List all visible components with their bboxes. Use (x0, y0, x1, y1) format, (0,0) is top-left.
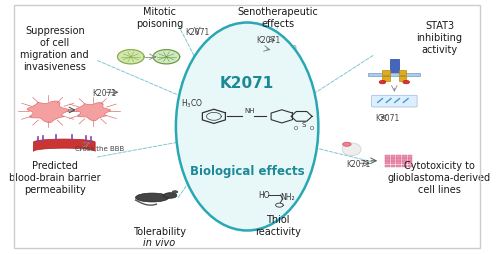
Polygon shape (76, 103, 110, 121)
Bar (390, 159, 396, 161)
Bar (390, 162, 396, 164)
Text: K2071: K2071 (375, 114, 400, 123)
Polygon shape (27, 102, 69, 123)
Bar (408, 159, 412, 161)
Text: K2071: K2071 (220, 75, 274, 90)
Bar (399, 77, 406, 82)
Bar (402, 159, 406, 161)
Text: Suppression
of cell
migration and
invasiveness: Suppression of cell migration and invasi… (20, 26, 89, 72)
PathPatch shape (34, 139, 95, 152)
Text: Cytotoxicity to
glioblastoma-derived
cell lines: Cytotoxicity to glioblastoma-derived cel… (388, 160, 491, 194)
Bar (402, 162, 406, 164)
Bar (382, 71, 390, 75)
Bar (396, 156, 401, 158)
Text: O: O (310, 125, 314, 130)
Text: S: S (302, 121, 306, 128)
Ellipse shape (164, 193, 177, 198)
Ellipse shape (342, 143, 351, 147)
Polygon shape (118, 51, 144, 65)
Bar (402, 156, 406, 158)
Bar (396, 165, 401, 167)
Bar (396, 162, 401, 164)
Bar (399, 71, 406, 75)
Polygon shape (228, 40, 256, 53)
Text: Cross the BBB: Cross the BBB (76, 146, 124, 151)
Bar (396, 159, 401, 161)
Bar (390, 60, 399, 73)
Text: K2071: K2071 (346, 159, 371, 168)
Bar (390, 156, 396, 158)
Text: K2071: K2071 (185, 28, 210, 37)
Circle shape (403, 81, 409, 85)
Text: NH: NH (244, 107, 254, 113)
Text: K2071: K2071 (256, 35, 280, 44)
Text: HO: HO (258, 191, 270, 200)
Circle shape (379, 81, 386, 85)
Bar (368, 73, 420, 76)
Text: H$_3$CO: H$_3$CO (182, 97, 204, 109)
Text: K2071: K2071 (92, 88, 117, 97)
Text: Senotherapeutic
effects: Senotherapeutic effects (238, 7, 318, 29)
Bar (382, 77, 390, 82)
Polygon shape (153, 51, 180, 65)
FancyBboxPatch shape (272, 46, 296, 59)
Text: NH₂: NH₂ (280, 192, 295, 201)
Text: Thiol
reactivity: Thiol reactivity (255, 214, 301, 236)
Text: O: O (294, 125, 298, 130)
Bar (408, 162, 412, 164)
FancyBboxPatch shape (372, 96, 417, 107)
Ellipse shape (136, 193, 169, 202)
Ellipse shape (342, 144, 361, 156)
Text: Predicted
blood-brain barrier
permeability: Predicted blood-brain barrier permeabili… (9, 160, 101, 194)
Bar (385, 165, 390, 167)
Ellipse shape (176, 23, 318, 231)
Bar (385, 156, 390, 158)
Bar (402, 165, 406, 167)
Bar (408, 156, 412, 158)
Text: in vivo: in vivo (143, 237, 176, 247)
Bar (385, 159, 390, 161)
Bar (408, 165, 412, 167)
Bar (390, 165, 396, 167)
Text: Tolerability: Tolerability (133, 226, 186, 236)
Text: Biological effects: Biological effects (190, 165, 304, 178)
Bar (385, 162, 390, 164)
Text: STAT3
inhibiting
activity: STAT3 inhibiting activity (416, 21, 463, 55)
Polygon shape (242, 47, 266, 58)
Text: Mitotic
poisoning: Mitotic poisoning (136, 7, 183, 29)
Ellipse shape (172, 191, 178, 194)
